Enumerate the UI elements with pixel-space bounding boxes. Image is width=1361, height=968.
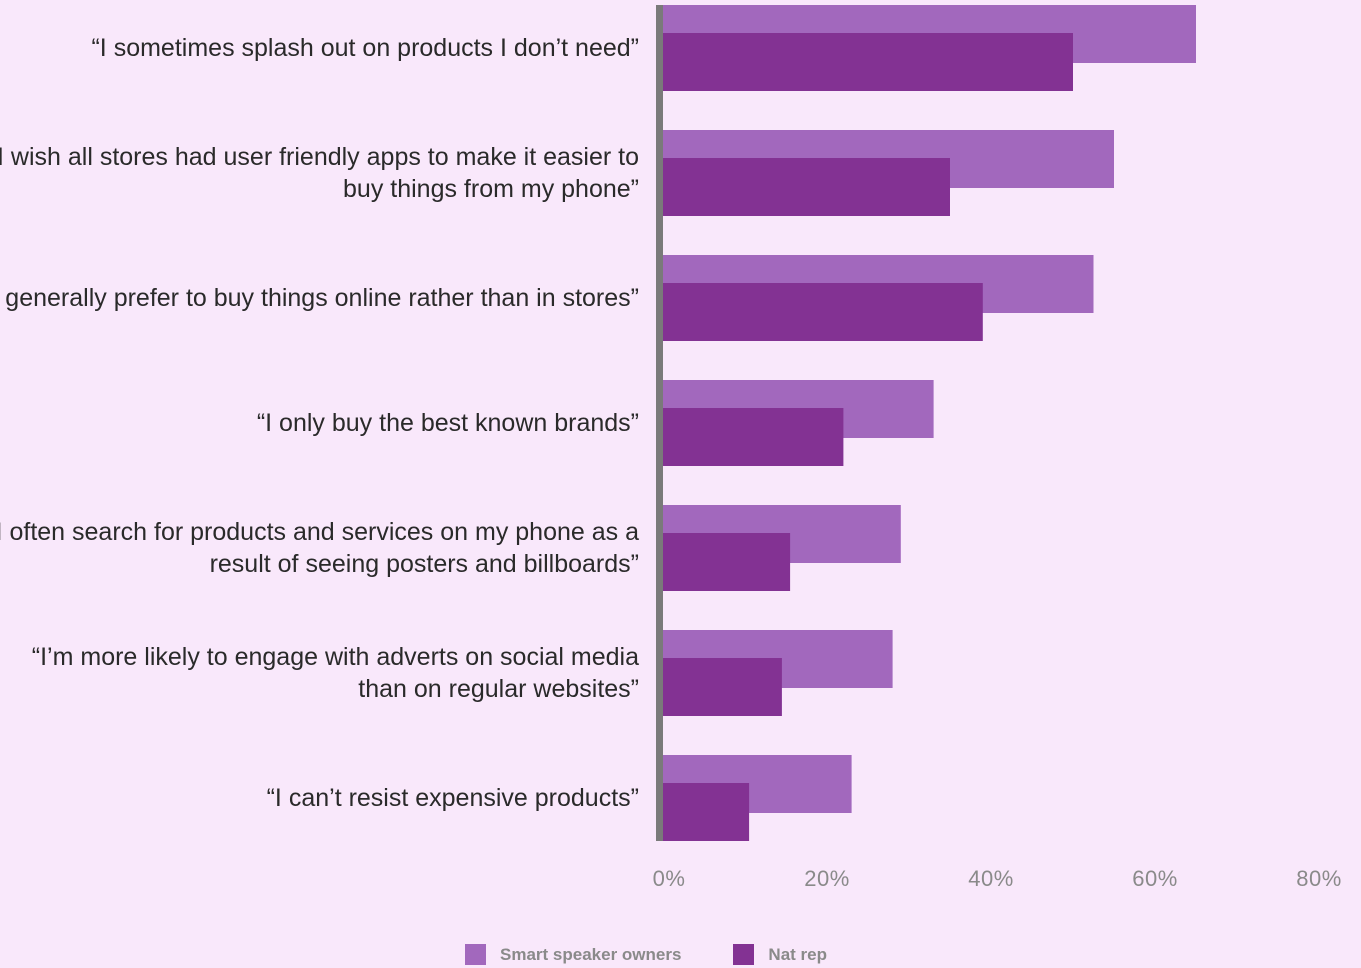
category-label: “I wish all stores had user friendly app… bbox=[0, 143, 639, 203]
x-tick-label: 80% bbox=[1296, 866, 1342, 891]
bar-nat-rep-0 bbox=[663, 33, 1073, 91]
legend-swatch-smart-speaker bbox=[465, 944, 486, 965]
legend: Smart speaker owners Nat rep bbox=[465, 944, 879, 965]
x-tick-label: 40% bbox=[968, 866, 1014, 891]
category-label: “I’m more likely to engage with adverts … bbox=[31, 643, 639, 703]
category-label: “I can’t resist expensive products” bbox=[266, 784, 639, 812]
bar-nat-rep-5 bbox=[663, 658, 782, 716]
category-label: “I only buy the best known brands” bbox=[256, 409, 639, 437]
legend-swatch-nat-rep bbox=[733, 944, 755, 965]
x-tick-label: 0% bbox=[652, 866, 686, 891]
bar-nat-rep-3 bbox=[663, 408, 844, 466]
bar-nat-rep-6 bbox=[663, 783, 750, 841]
bar-nat-rep-1 bbox=[663, 158, 950, 216]
legend-label-smart-speaker: Smart speaker owners bbox=[500, 944, 682, 964]
x-tick-label: 20% bbox=[804, 866, 850, 891]
legend-item-smart-speaker: Smart speaker owners bbox=[465, 944, 681, 965]
category-label: “I sometimes splash out on products I do… bbox=[91, 34, 639, 62]
y-axis-line bbox=[656, 5, 663, 841]
category-label: “I often search for products and service… bbox=[0, 518, 639, 578]
bar-nat-rep-2 bbox=[663, 283, 983, 341]
bar-nat-rep-4 bbox=[663, 533, 791, 591]
legend-label-nat-rep: Nat rep bbox=[768, 944, 827, 964]
category-label: “I generally prefer to buy things online… bbox=[0, 284, 639, 312]
x-tick-label: 60% bbox=[1132, 866, 1178, 891]
legend-item-nat-rep: Nat rep bbox=[733, 944, 827, 965]
